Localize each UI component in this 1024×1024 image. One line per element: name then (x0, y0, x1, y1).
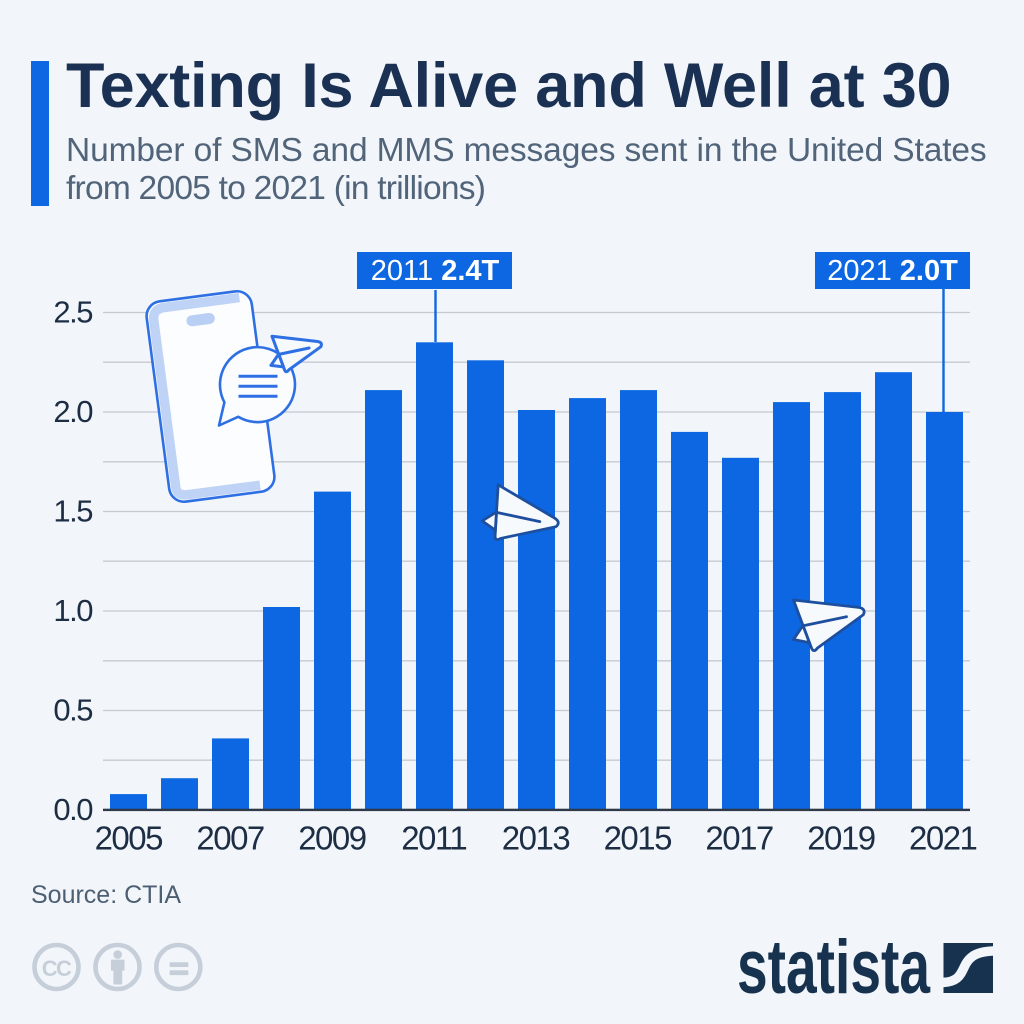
svg-text:1.5: 1.5 (53, 494, 92, 529)
svg-text:2.5: 2.5 (53, 295, 92, 330)
svg-text:CC: CC (42, 956, 72, 981)
svg-text:2021: 2021 (909, 820, 977, 857)
svg-text:2.0: 2.0 (53, 394, 93, 429)
svg-text:0.5: 0.5 (53, 693, 92, 728)
svg-text:2009: 2009 (298, 820, 366, 857)
svg-text:statista: statista (737, 925, 931, 1010)
svg-text:2007: 2007 (196, 820, 264, 857)
svg-text:2011: 2011 (401, 820, 466, 857)
svg-text:1.0: 1.0 (53, 593, 93, 628)
svg-text:2017: 2017 (705, 820, 773, 857)
svg-text:2019: 2019 (807, 820, 875, 857)
svg-text:2021 2.0T: 2021 2.0T (827, 255, 958, 287)
svg-text:2015: 2015 (604, 820, 672, 857)
svg-text:2005: 2005 (95, 820, 163, 857)
svg-text:0.0: 0.0 (53, 792, 93, 827)
svg-text:2013: 2013 (502, 820, 570, 857)
svg-text:2011 2.4T: 2011 2.4T (371, 255, 500, 287)
